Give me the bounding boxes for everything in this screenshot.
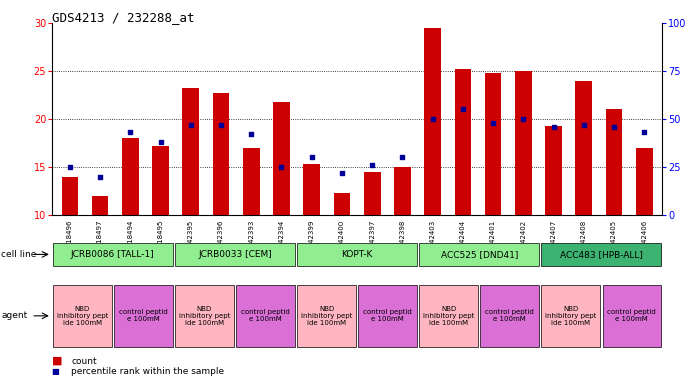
Point	[155, 139, 166, 145]
Bar	[545, 126, 562, 311]
Bar	[575, 81, 592, 311]
Point	[488, 120, 499, 126]
Point	[457, 106, 469, 113]
Bar	[152, 146, 169, 311]
Bar	[542, 243, 661, 266]
Bar	[602, 285, 661, 347]
Bar	[420, 243, 539, 266]
Point	[548, 124, 559, 130]
Bar	[243, 148, 259, 311]
Point	[64, 164, 75, 170]
Point	[578, 122, 589, 128]
Point	[95, 174, 106, 180]
Point	[215, 122, 226, 128]
Text: NBD
inhibitory pept
ide 100mM: NBD inhibitory pept ide 100mM	[57, 306, 108, 326]
Text: ACC525 [DND41]: ACC525 [DND41]	[440, 250, 518, 259]
Text: NBD
inhibitory pept
ide 100mM: NBD inhibitory pept ide 100mM	[179, 306, 230, 326]
Bar	[61, 177, 78, 311]
Bar	[304, 164, 320, 311]
Text: percentile rank within the sample: percentile rank within the sample	[71, 367, 224, 376]
Point	[518, 116, 529, 122]
Bar	[515, 71, 532, 311]
Point	[186, 122, 197, 128]
Bar	[334, 193, 351, 311]
Point	[427, 116, 438, 122]
Bar	[92, 196, 108, 311]
Text: count: count	[71, 357, 97, 366]
Text: ■: ■	[52, 356, 62, 366]
Bar	[606, 109, 622, 311]
Bar	[394, 167, 411, 311]
Text: JCRB0033 [CEM]: JCRB0033 [CEM]	[198, 250, 272, 259]
Text: agent: agent	[1, 311, 28, 320]
Bar	[236, 285, 295, 347]
Text: cell line: cell line	[1, 250, 37, 259]
Text: GDS4213 / 232288_at: GDS4213 / 232288_at	[52, 12, 195, 25]
Bar	[175, 243, 295, 266]
Bar	[114, 285, 172, 347]
Bar	[273, 102, 290, 311]
Bar	[358, 285, 417, 347]
Text: ■: ■	[52, 367, 59, 376]
Text: NBD
inhibitory pept
ide 100mM: NBD inhibitory pept ide 100mM	[545, 306, 596, 326]
Bar	[53, 285, 112, 347]
Bar	[424, 28, 441, 311]
Text: NBD
inhibitory pept
ide 100mM: NBD inhibitory pept ide 100mM	[301, 306, 352, 326]
Bar	[182, 88, 199, 311]
Point	[246, 131, 257, 137]
Bar	[455, 69, 471, 311]
Bar	[636, 148, 653, 311]
Bar	[53, 243, 172, 266]
Text: control peptid
e 100mM: control peptid e 100mM	[241, 310, 290, 322]
Point	[639, 129, 650, 136]
Bar	[364, 172, 380, 311]
Bar	[480, 285, 539, 347]
Text: ACC483 [HPB-ALL]: ACC483 [HPB-ALL]	[560, 250, 643, 259]
Bar	[213, 93, 229, 311]
Point	[306, 154, 317, 161]
Text: JCRB0086 [TALL-1]: JCRB0086 [TALL-1]	[71, 250, 155, 259]
Point	[366, 162, 377, 168]
Bar	[485, 73, 502, 311]
Point	[609, 124, 620, 130]
Text: control peptid
e 100mM: control peptid e 100mM	[119, 310, 168, 322]
Bar	[420, 285, 478, 347]
Text: control peptid
e 100mM: control peptid e 100mM	[607, 310, 656, 322]
Point	[125, 129, 136, 136]
Point	[397, 154, 408, 161]
Text: control peptid
e 100mM: control peptid e 100mM	[363, 310, 412, 322]
Point	[337, 170, 348, 176]
Bar	[297, 243, 417, 266]
Bar	[175, 285, 234, 347]
Point	[276, 164, 287, 170]
Text: NBD
inhibitory pept
ide 100mM: NBD inhibitory pept ide 100mM	[423, 306, 474, 326]
Text: control peptid
e 100mM: control peptid e 100mM	[485, 310, 534, 322]
Bar	[297, 285, 356, 347]
Bar	[542, 285, 600, 347]
Text: KOPT-K: KOPT-K	[342, 250, 373, 259]
Bar	[122, 138, 139, 311]
